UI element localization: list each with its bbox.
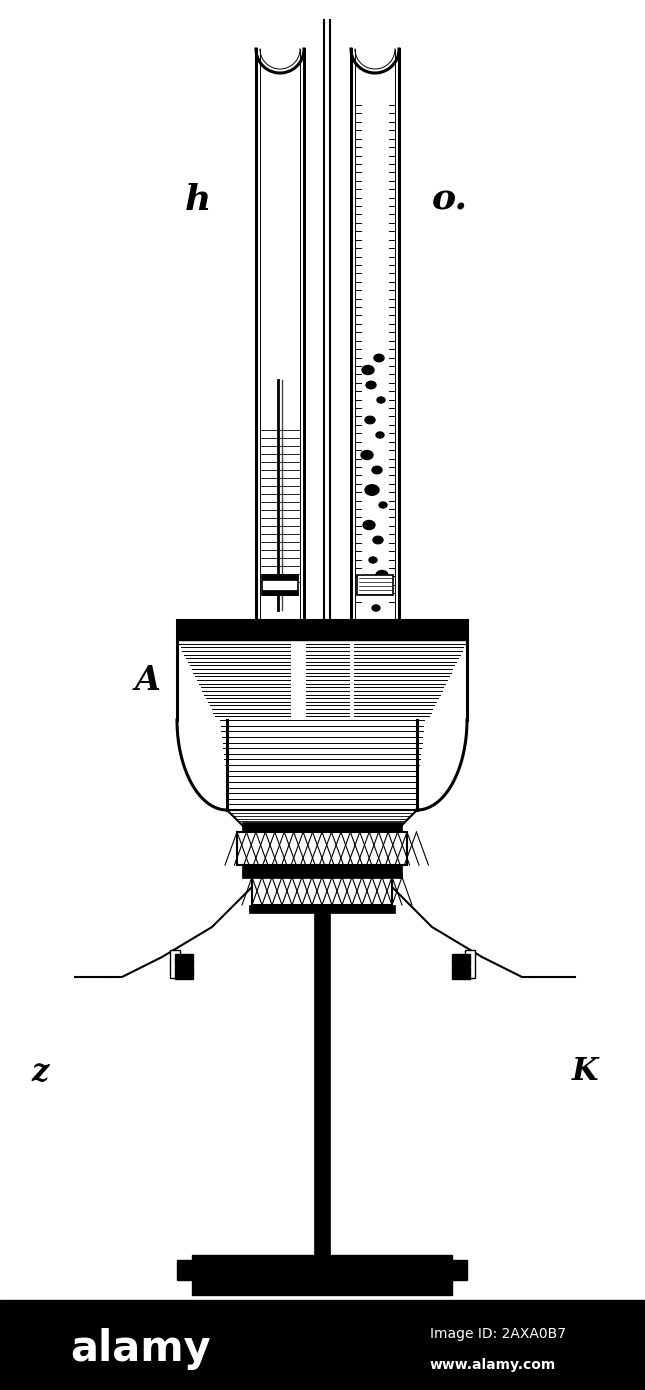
Ellipse shape <box>361 450 373 460</box>
Bar <box>177 620 467 635</box>
Ellipse shape <box>366 381 376 389</box>
Bar <box>465 949 475 979</box>
Ellipse shape <box>372 605 380 612</box>
Text: o.: o. <box>432 183 468 217</box>
Ellipse shape <box>379 502 387 507</box>
Text: alamy: alamy <box>70 1329 211 1371</box>
Text: Image ID: 2AXA0B7: Image ID: 2AXA0B7 <box>430 1327 566 1341</box>
Ellipse shape <box>372 466 382 474</box>
Text: A: A <box>135 663 161 696</box>
Bar <box>252 877 392 905</box>
Ellipse shape <box>377 398 385 403</box>
Bar <box>262 575 298 595</box>
Bar <box>242 873 402 878</box>
Text: www.alamy.com: www.alamy.com <box>430 1358 556 1372</box>
Polygon shape <box>227 810 417 830</box>
Bar <box>452 1259 467 1280</box>
Ellipse shape <box>376 570 388 580</box>
Bar <box>175 967 193 979</box>
Bar <box>192 1255 452 1295</box>
Bar <box>0 1300 645 1390</box>
Bar <box>314 913 330 1255</box>
Bar <box>175 954 193 966</box>
Ellipse shape <box>369 557 377 563</box>
Bar <box>177 1259 192 1280</box>
Text: K: K <box>571 1056 599 1087</box>
Bar <box>242 865 402 874</box>
Bar <box>357 575 393 595</box>
Ellipse shape <box>363 520 375 530</box>
Bar <box>262 589 298 595</box>
Ellipse shape <box>373 537 383 543</box>
Ellipse shape <box>374 354 384 361</box>
Bar <box>237 833 407 865</box>
Bar <box>452 967 470 979</box>
Bar <box>170 949 180 979</box>
Bar <box>452 954 470 966</box>
Bar <box>262 575 298 580</box>
Text: z: z <box>32 1056 48 1087</box>
Bar <box>242 821 402 833</box>
Ellipse shape <box>365 416 375 424</box>
Text: h: h <box>185 183 211 217</box>
Ellipse shape <box>361 587 371 594</box>
Ellipse shape <box>376 432 384 438</box>
Bar <box>177 635 467 639</box>
Bar <box>249 905 395 913</box>
Ellipse shape <box>365 485 379 495</box>
Ellipse shape <box>362 366 374 374</box>
